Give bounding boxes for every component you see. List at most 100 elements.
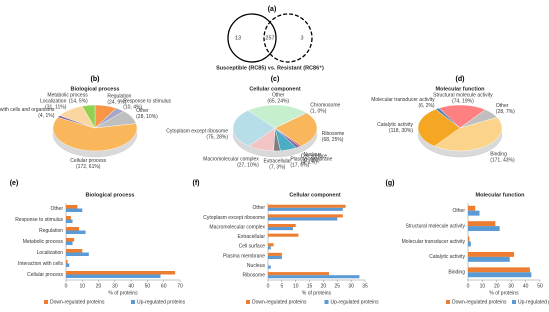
legend-swatch [446, 300, 450, 304]
slice-label: Molecular transducer activity [371, 97, 435, 103]
y-tick-label: Cellular process [27, 272, 63, 278]
y-tick-label: Macromolecular complex [209, 224, 265, 230]
legend-label: Up-regulated proteins [137, 299, 186, 305]
bar [468, 241, 471, 247]
bar [268, 243, 274, 247]
x-tick-label: 30 [112, 283, 118, 289]
slice-value: (14, 5%) [69, 99, 88, 105]
panel-label: (d) [456, 76, 465, 83]
bar [268, 255, 282, 260]
bar [468, 236, 470, 242]
y-tick-label: Cytoplasm except ribosome [203, 215, 265, 221]
x-tick-label: 20 [96, 283, 102, 289]
bar [66, 226, 80, 231]
legend-label: Up-regulated proteins [518, 299, 549, 305]
legend-label: Down-regulated proteins [452, 299, 507, 305]
bar [66, 208, 83, 213]
slice-label: Chromosome [310, 103, 340, 109]
x-tick-label: 70 [177, 283, 183, 289]
slice-value: (2, 1%) [303, 158, 319, 164]
slice-label: Nucleus [303, 152, 322, 158]
y-tick-label: Response to stimulus [15, 217, 63, 223]
pie-slice [417, 109, 461, 147]
x-tick-label: 30 [508, 283, 514, 289]
bar [268, 252, 282, 256]
x-axis-title: % of proteins [489, 290, 519, 296]
x-tick-label: 40 [523, 283, 529, 289]
pie-title: Biological process [71, 86, 120, 92]
slice-label: Interaction with cells and organisms [0, 107, 55, 113]
venn-circle [263, 13, 313, 63]
x-tick-label: 50 [145, 283, 151, 289]
bar [66, 263, 70, 268]
bar [268, 223, 296, 228]
y-tick-label: Molecular transducer activity [402, 239, 466, 245]
bar [468, 221, 496, 227]
legend-swatch [324, 300, 329, 304]
panel-label: (c) [271, 76, 280, 83]
bar [268, 204, 346, 208]
slice-value: (171, 43%) [490, 157, 515, 163]
slice-label: Regulation [107, 93, 131, 99]
bar [268, 214, 343, 218]
bar [66, 237, 75, 242]
y-tick-label: Structural molecule activity [406, 223, 466, 229]
slice-value: (4, 1%) [38, 113, 54, 119]
slice-label: Plasma membrane [290, 157, 332, 163]
bar [268, 265, 271, 269]
x-tick-label: 50 [537, 283, 543, 289]
x-tick-label: 20 [494, 283, 500, 289]
legend-label: Up-regulated proteins [331, 299, 380, 305]
y-tick-label: Cell surface [239, 244, 266, 250]
slice-label: Macromolecular complex [203, 156, 259, 162]
pie-slice [247, 104, 307, 129]
slice-label: Cell surface [301, 153, 328, 159]
panel-label: (g) [386, 180, 395, 187]
pie-slice [232, 110, 276, 147]
slice-value: (10, 4%) [123, 104, 142, 110]
legend-swatch [246, 300, 250, 304]
pie-slice [52, 117, 138, 152]
slice-value: (65, 24%) [267, 98, 289, 104]
slice-label: Binding [490, 151, 507, 157]
pie-slice [433, 117, 503, 152]
slice-value: (31, 11%) [45, 105, 67, 111]
bar [66, 248, 83, 253]
x-tick-label: 10 [480, 283, 486, 289]
bar [66, 259, 68, 264]
venn-count: 3 [300, 35, 303, 41]
venn-circle [227, 13, 277, 63]
bar [66, 241, 73, 246]
slice-label: Cytoplasm except ribosome [166, 129, 228, 135]
legend-label: Down-regulated proteins [252, 299, 307, 305]
slice-value: (7, 3%) [269, 164, 285, 170]
x-tick-label: 30 [348, 283, 354, 289]
slice-label: Cellular process [70, 158, 106, 164]
slice-label: Other [496, 103, 509, 109]
slice-label: Response to stimulus [123, 98, 171, 104]
bar [268, 227, 293, 231]
bar [66, 252, 89, 257]
slice-label: Localization [40, 99, 67, 105]
panel-label: (e) [10, 180, 19, 187]
y-tick-label: Other [50, 206, 63, 212]
slice-value: (75, 28%) [206, 135, 228, 141]
x-tick-label: 0 [267, 283, 270, 289]
x-tick-label: 35 [362, 283, 368, 289]
x-tick-label: 40 [128, 283, 134, 289]
slice-label: Other [272, 92, 285, 98]
bar [468, 226, 500, 232]
bar [468, 267, 530, 273]
pie-title: Cellular component [249, 86, 301, 92]
y-tick-label: Nucleus [247, 263, 266, 269]
slice-value: (24, 9%) [107, 99, 126, 105]
legend-swatch [512, 300, 516, 304]
chart-title: Cellular component [289, 192, 341, 198]
chart-title: Molecular function [476, 192, 526, 198]
legend-swatch [44, 300, 48, 304]
bar [468, 251, 515, 257]
x-tick-label: 60 [161, 283, 167, 289]
panel-label: (a) [268, 6, 277, 13]
y-tick-label: Localization [37, 250, 64, 256]
x-tick-label: 0 [467, 283, 470, 289]
